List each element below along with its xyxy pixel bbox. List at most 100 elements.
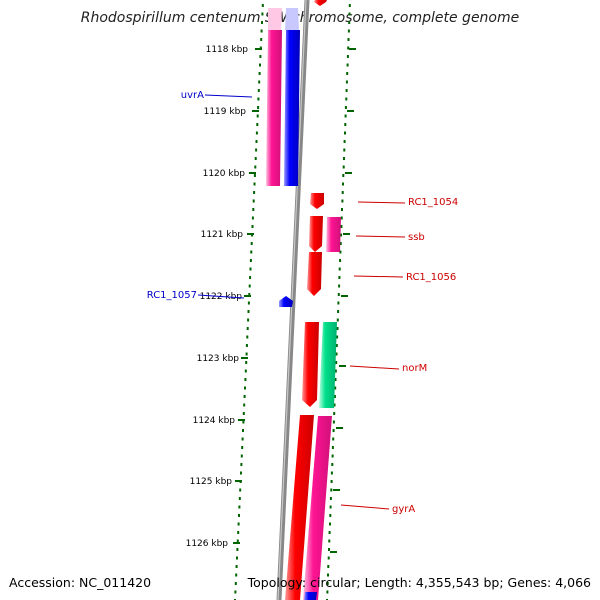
ring-dot bbox=[341, 199, 344, 203]
ring-dot bbox=[348, 21, 351, 24]
gene-block-blue[interactable] bbox=[304, 592, 317, 600]
ring-dot bbox=[247, 318, 250, 322]
ring-dot bbox=[245, 352, 248, 356]
gene-RC1-1054[interactable] bbox=[310, 193, 324, 209]
ring-dot bbox=[337, 301, 340, 305]
map-title: Rhodospirillum centenum SW chromosome, c… bbox=[81, 10, 520, 26]
tick-label: 1125 kbp bbox=[190, 477, 233, 487]
ring-dot bbox=[249, 276, 252, 279]
dotted-ring-left bbox=[234, 4, 264, 600]
ring-dot bbox=[244, 378, 247, 381]
gene-label-uvrA[interactable]: uvrA bbox=[181, 90, 204, 101]
gene-block-blue[interactable] bbox=[285, 8, 299, 30]
ring-dot bbox=[235, 565, 238, 568]
ring-dot bbox=[238, 505, 241, 509]
ring-dot bbox=[256, 114, 259, 118]
ring-dot bbox=[347, 46, 350, 50]
ring-dot bbox=[338, 284, 341, 288]
gene-block-green[interactable] bbox=[319, 322, 337, 408]
ring-dot bbox=[240, 463, 243, 466]
ring-dot bbox=[327, 565, 330, 568]
ring-dot bbox=[339, 250, 342, 254]
gene-block-pink[interactable] bbox=[303, 416, 332, 600]
leader-line bbox=[357, 201, 406, 204]
ring-dot bbox=[334, 386, 337, 390]
gene-label-ssb[interactable]: ssb bbox=[408, 232, 425, 243]
ring-dot bbox=[342, 165, 345, 169]
ring-dot bbox=[348, 12, 351, 16]
gene-RC1-1056[interactable] bbox=[307, 252, 322, 296]
ring-dot bbox=[247, 310, 250, 313]
ring-dot bbox=[258, 72, 261, 75]
ring-dot bbox=[259, 63, 261, 67]
ring-dot bbox=[254, 157, 257, 160]
ring-dot bbox=[329, 522, 331, 526]
ring-dot bbox=[342, 174, 345, 177]
accession-text: Accession: NC_011420 bbox=[9, 575, 151, 590]
ring-dot bbox=[257, 106, 260, 109]
tick-label: 1121 kbp bbox=[201, 230, 244, 240]
ring-dot bbox=[337, 310, 340, 313]
leader-line bbox=[353, 275, 404, 278]
gene-norM[interactable] bbox=[302, 322, 319, 407]
gene-block-pink[interactable] bbox=[268, 8, 282, 30]
leader-line bbox=[197, 294, 245, 299]
tick-label: 1120 kbp bbox=[203, 169, 246, 179]
ring-dot bbox=[250, 242, 253, 245]
ring-dot bbox=[234, 582, 237, 585]
ring-dot bbox=[244, 369, 247, 373]
ring-dot bbox=[238, 514, 240, 517]
gene-uvrA[interactable] bbox=[284, 30, 300, 186]
ring-dot bbox=[346, 63, 349, 67]
ring-dot bbox=[327, 573, 329, 577]
chromosome-backbone-highlight bbox=[277, 0, 307, 600]
ring-dot bbox=[241, 446, 244, 449]
ring-dot bbox=[337, 293, 340, 296]
ring-dot bbox=[329, 514, 332, 517]
gene-label-RC1-1057[interactable]: RC1_1057 bbox=[147, 290, 197, 301]
ring-dot bbox=[328, 548, 330, 551]
ring-dot bbox=[253, 182, 256, 186]
gene-label-RC1-1056[interactable]: RC1_1056 bbox=[406, 272, 456, 283]
gene-arrow-forward[interactable] bbox=[314, 0, 327, 6]
ring-dot bbox=[332, 437, 335, 441]
ring-dot bbox=[342, 182, 344, 186]
topology-text: Topology: circular; Length: 4,355,543 bp… bbox=[247, 575, 591, 590]
ring-dot bbox=[249, 267, 252, 271]
ring-dot bbox=[328, 539, 331, 543]
gene-RC1-1057[interactable] bbox=[279, 296, 293, 307]
dotted-ring-right bbox=[326, 4, 351, 600]
ring-dot bbox=[339, 259, 342, 262]
ring-dot bbox=[333, 395, 336, 398]
ring-dot bbox=[328, 531, 331, 534]
gene-label-gyrA[interactable]: gyrA bbox=[392, 504, 415, 515]
gene-block-pink[interactable] bbox=[326, 217, 341, 252]
ring-dot bbox=[347, 38, 350, 41]
gene-ssb[interactable] bbox=[309, 216, 323, 252]
ring-dot bbox=[330, 488, 333, 492]
gene-label-RC1-1054[interactable]: RC1_1054 bbox=[408, 197, 458, 208]
ring-dot bbox=[260, 38, 263, 41]
ring-dot bbox=[341, 191, 344, 194]
ring-dot bbox=[343, 140, 346, 143]
ring-dot bbox=[257, 89, 260, 92]
gene-block-pink[interactable] bbox=[266, 30, 282, 186]
gene-label-norM[interactable]: norM bbox=[402, 363, 427, 374]
gene-gyrA[interactable] bbox=[285, 415, 314, 600]
ring-dot bbox=[333, 403, 336, 407]
ring-dot bbox=[331, 463, 334, 466]
ring-dot bbox=[346, 72, 349, 75]
ring-dot bbox=[344, 106, 347, 109]
ring-dot bbox=[326, 590, 329, 594]
ring-dot bbox=[246, 335, 249, 339]
ring-dot bbox=[339, 242, 342, 245]
ring-dot bbox=[254, 165, 257, 169]
ring-dot bbox=[334, 369, 337, 373]
ring-dot bbox=[327, 556, 330, 560]
gene-labels: uvrA RC1_1057 RC1_1054 ssb RC1_1056 norM… bbox=[147, 90, 459, 515]
ring-dot bbox=[261, 12, 264, 16]
ring-dot bbox=[243, 403, 246, 407]
ring-dot bbox=[252, 199, 255, 203]
ring-dot bbox=[326, 582, 329, 585]
ring-dot bbox=[330, 480, 333, 483]
